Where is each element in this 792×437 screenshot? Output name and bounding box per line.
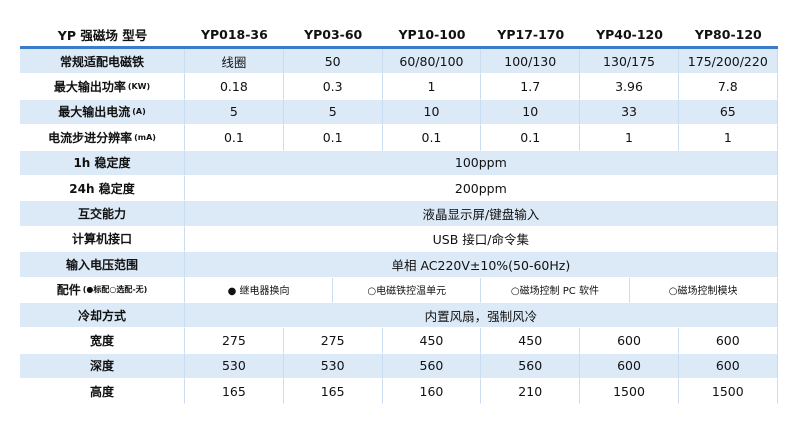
cell: 33 [580,99,679,126]
cell: 1500 [678,379,778,405]
cell: 175/200/220 [678,49,778,75]
cell: 0.18 [185,74,284,100]
label-text: 输入电压范围 [65,257,138,272]
cell: 1.7 [481,74,581,100]
cell: 1 [580,125,679,151]
cell: 160 [382,379,482,405]
row-label: 计算机接口 [20,226,185,253]
cell: 1 [382,74,482,100]
cell: 0.1 [283,125,383,151]
cell: 1 [678,125,778,151]
model-header: YP17-170 [481,22,581,49]
row-label: 24h 稳定度 [20,175,185,202]
cell: 单相 AC220V±10%(50-60Hz) [185,252,778,278]
cell: USB 接口/命令集 [185,226,778,253]
label-text: 深度 [89,359,114,374]
cell: 5 [283,99,383,126]
cell: 0.3 [283,74,383,100]
model-header: YP018-36 [185,22,284,49]
cell: ○电磁铁控温单元 [333,277,482,303]
label-text: 最大输出电流 [58,105,131,120]
cell: 10 [481,99,581,126]
cell: 600 [678,353,778,380]
row-label: 互交能力 [20,201,185,227]
cell: 1500 [580,379,679,405]
cell: 内置风扇，强制风冷 [185,302,778,329]
cell: 5 [185,99,284,126]
row-label: 最大输出电流 (A) [20,99,185,126]
cell: 50 [283,49,383,75]
cell: 130/175 [580,49,679,75]
label-unit: (mA) [134,132,156,142]
label-text: 常规适配电磁铁 [59,54,144,69]
label-text: 高度 [89,384,114,399]
cell: ○磁场控制 PC 软件 [481,277,630,303]
cell: ● 继电器换向 [185,277,334,303]
cell: ○磁场控制模块 [629,277,778,303]
label-text: 电流步进分辨率 [48,130,133,145]
row-label: 配件 (●标配○选配-无) [20,277,185,303]
cell: 60/80/100 [382,49,482,75]
cell: 275 [185,328,284,354]
model-header: YP03-60 [283,22,383,49]
label-text: 24h 稳定度 [69,181,135,196]
label-text: 冷却方式 [77,308,126,323]
cell: 560 [382,353,482,380]
cell: 530 [283,353,383,380]
label-text: 计算机接口 [71,232,132,247]
row-label: 高度 [20,379,185,405]
header-title: YP 强磁场 型号 [20,22,185,49]
cell: 3.96 [580,74,679,100]
row-label: 电流步进分辨率 (mA) [20,125,185,151]
cell: 线圈 [185,49,284,75]
cell: 100/130 [481,49,581,75]
cell: 165 [185,379,284,405]
cell: 165 [283,379,383,405]
model-header: YP80-120 [678,22,778,49]
cell: 210 [481,379,581,405]
row-label: 深度 [20,353,185,380]
row-label: 最大输出功率 (KW) [20,74,185,100]
cell: 液晶显示屏/键盘输入 [185,201,778,227]
cell: 7.8 [678,74,778,100]
cell: 0.1 [481,125,581,151]
cell: 600 [678,328,778,354]
cell: 0.1 [185,125,284,151]
row-label: 输入电压范围 [20,252,185,278]
label-text: 互交能力 [77,207,126,222]
model-header: YP40-120 [580,22,679,49]
cell: 600 [580,353,679,380]
cell: 450 [382,328,482,354]
row-label: 1h 稳定度 [20,150,185,176]
label-unit: (A) [132,107,146,117]
model-header: YP10-100 [382,22,482,49]
spec-table: YP 强磁场 型号 YP018-36 YP03-60 YP10-100 YP17-170… [20,22,778,405]
cell: 600 [580,328,679,354]
cell: 530 [185,353,284,380]
cell: 200ppm [185,175,778,202]
cell: 275 [283,328,383,354]
row-label: 冷却方式 [20,302,185,329]
cell: 0.1 [382,125,482,151]
label-text: 宽度 [89,333,114,348]
cell: 100ppm [185,150,778,176]
row-label: 常规适配电磁铁 [20,49,185,75]
label-unit: (KW) [127,82,151,92]
row-label: 宽度 [20,328,185,354]
label-text: 最大输出功率 [53,80,126,95]
cell: 65 [678,99,778,126]
cell: 10 [382,99,482,126]
label-text: 1h 稳定度 [73,156,131,171]
cell: 560 [481,353,581,380]
label-unit: (●标配○选配-无) [82,285,148,295]
label-text: 配件 [56,283,81,298]
cell: 450 [481,328,581,354]
